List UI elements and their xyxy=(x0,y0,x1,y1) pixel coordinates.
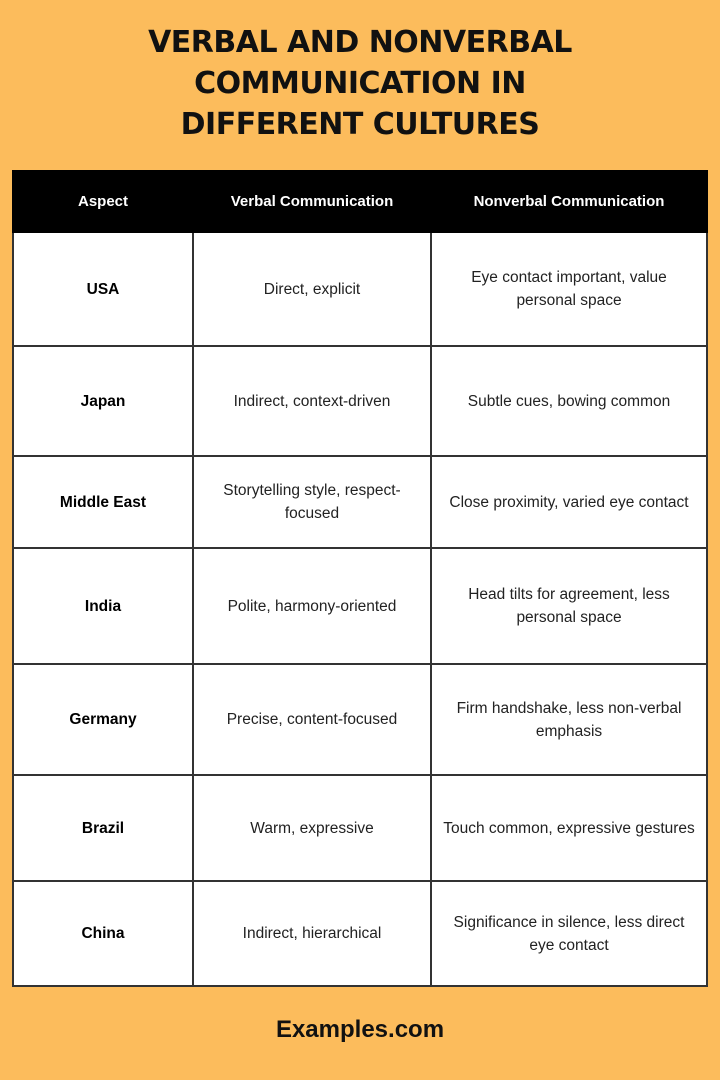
cell-aspect: India xyxy=(12,547,194,665)
header-nonverbal: Nonverbal Communication xyxy=(430,170,708,233)
title-line: Different Cultures xyxy=(180,107,540,142)
cell-verbal: Precise, content-focused xyxy=(192,663,432,776)
header-verbal: Verbal Communication xyxy=(192,170,432,233)
cell-aspect: Brazil xyxy=(12,774,194,882)
cell-nonverbal: Significance in silence, less direct eye… xyxy=(430,880,708,987)
cell-aspect: Middle East xyxy=(12,455,194,549)
cell-verbal: Direct, explicit xyxy=(192,231,432,347)
table-row: India Polite, harmony-oriented Head tilts … xyxy=(12,547,708,665)
cell-nonverbal: Firm handshake, less non-verbal emphasis xyxy=(430,663,708,776)
cell-nonverbal: Close proximity, varied eye contact xyxy=(430,455,708,549)
cell-verbal: Warm, expressive xyxy=(192,774,432,882)
cell-aspect: USA xyxy=(12,231,194,347)
cell-nonverbal: Subtle cues, bowing common xyxy=(430,345,708,457)
table-row: Middle East Storytelling style, respect-f… xyxy=(12,455,708,549)
table-row: USA Direct, explicit Eye contact important… xyxy=(12,231,708,347)
cell-aspect: Japan xyxy=(12,345,194,457)
cell-verbal: Polite, harmony-oriented xyxy=(192,547,432,665)
table-row: Japan Indirect, context-driven Subtle cues… xyxy=(12,345,708,457)
cell-aspect: Germany xyxy=(12,663,194,776)
cell-verbal: Indirect, hierarchical xyxy=(192,880,432,987)
cell-nonverbal: Touch common, expressive gestures xyxy=(430,774,708,882)
cell-verbal: Indirect, context-driven xyxy=(192,345,432,457)
cell-nonverbal: Eye contact important, value personal sp… xyxy=(430,231,708,347)
footer-brand: Examples.com xyxy=(275,1016,445,1043)
cell-verbal: Storytelling style, respect-focused xyxy=(192,455,432,549)
title-line: Communication in xyxy=(194,66,526,101)
table-header-row: Aspect Verbal Communication Nonverbal Co… xyxy=(12,170,708,233)
cell-nonverbal: Head tilts for agreement, less personal … xyxy=(430,547,708,665)
cell-aspect: China xyxy=(12,880,194,987)
title-line: Verbal and Nonverbal xyxy=(148,25,572,60)
table-row: Brazil Warm, expressive Touch common, expr… xyxy=(12,774,708,882)
header-aspect: Aspect xyxy=(12,170,194,233)
table-row: China Indirect, hierarchical Significance … xyxy=(12,880,708,987)
comparison-table: Aspect Verbal Communication Nonverbal Co… xyxy=(12,170,708,987)
page-title: Verbal and Nonverbal Communication in Di… xyxy=(0,22,720,145)
table-row: Germany Precise, content-focused Firm hand… xyxy=(12,663,708,776)
